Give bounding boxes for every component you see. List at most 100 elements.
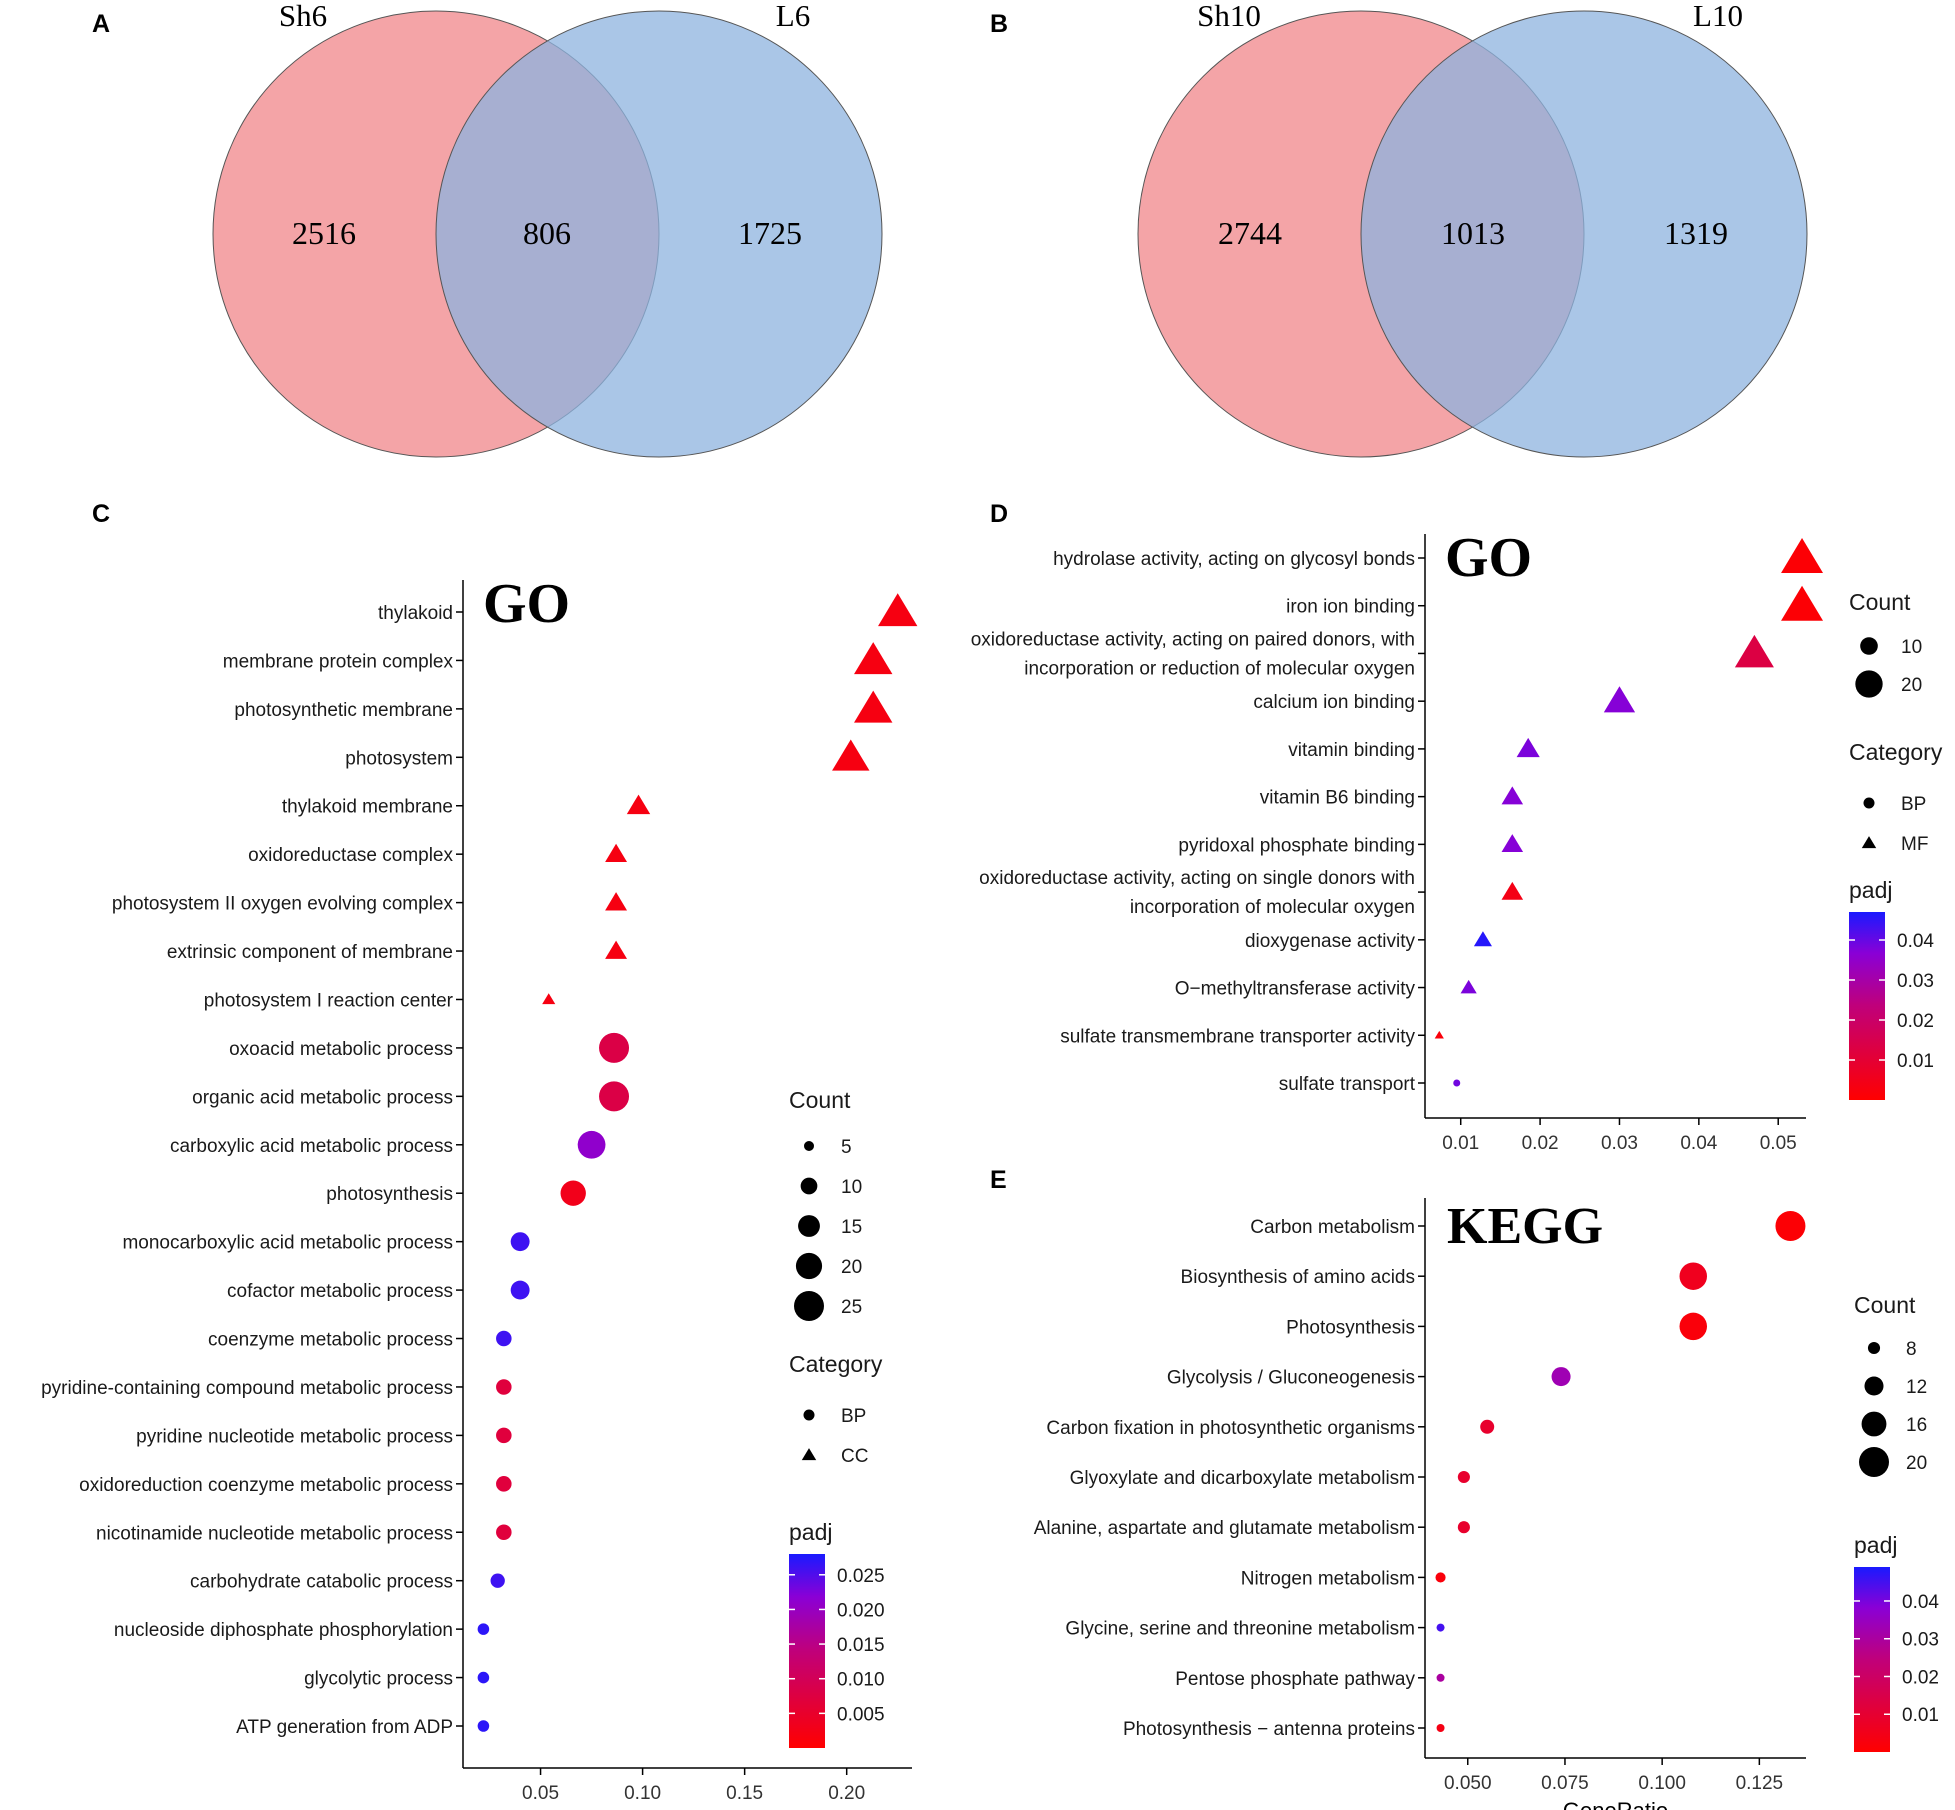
- term-label: photosynthesis: [326, 1184, 453, 1205]
- legend-count-label: 10: [1901, 637, 1922, 658]
- dotplot-c: GO 0.05 0.10 0.15 0.20 GeneRatio thylakoid memb…: [41, 573, 918, 1810]
- term-label: thylakoid: [378, 603, 453, 624]
- plot-title: GO: [483, 573, 570, 635]
- term-label: nucleoside diphosphate phosphorylation: [114, 1620, 453, 1641]
- venn-b-left-count: 2744: [1218, 215, 1282, 251]
- legend-category-label: BP: [1901, 794, 1926, 815]
- venn-a-right-circle: [435, 10, 883, 458]
- data-point: [854, 690, 893, 723]
- legend-category-symbol: [1863, 797, 1875, 809]
- padj-tick-label: 0.01: [1902, 1705, 1939, 1726]
- term-label: Photosynthesis: [1286, 1317, 1415, 1338]
- data-point: [1434, 1030, 1444, 1039]
- padj-tick-label: 0.020: [837, 1600, 885, 1621]
- data-point: [496, 1379, 512, 1395]
- data-point: [1775, 1211, 1806, 1241]
- padj-tick-label: 0.04: [1897, 931, 1934, 952]
- padj-tick-label: 0.03: [1897, 971, 1934, 992]
- data-point: [1457, 1470, 1470, 1484]
- data-point: [1501, 786, 1524, 805]
- legend-count-symbol: [800, 1177, 818, 1195]
- data-point: [1480, 1419, 1495, 1434]
- data-point: [477, 1623, 490, 1635]
- term-label: carboxylic acid metabolic process: [170, 1136, 453, 1157]
- venn-a-right-count: 1725: [738, 215, 802, 251]
- x-tick-label: 0.125: [1736, 1773, 1784, 1794]
- legend-count-label: 12: [1906, 1377, 1927, 1398]
- padj-colorbar: [1849, 912, 1885, 1100]
- venn-a-right-label: L6: [776, 0, 810, 33]
- term-label: organic acid metabolic process: [192, 1087, 453, 1108]
- venn-b-right-count: 1319: [1664, 215, 1728, 251]
- data-point: [1435, 1572, 1446, 1583]
- term-label: thylakoid membrane: [282, 797, 453, 818]
- plot-title: KEGG: [1447, 1198, 1603, 1255]
- legend-count-symbol: [1855, 670, 1883, 698]
- data-point: [1453, 1079, 1461, 1087]
- data-point: [510, 1232, 530, 1252]
- term-label: glycolytic process: [304, 1669, 453, 1690]
- term-label: membrane protein complex: [223, 651, 454, 672]
- legend-count-title: Count: [789, 1087, 851, 1113]
- data-point: [605, 892, 628, 911]
- data-point: [1516, 737, 1540, 758]
- data-point: [1679, 1262, 1708, 1290]
- venn-a-left-count: 2516: [292, 215, 356, 251]
- term-label: extrinsic component of membrane: [167, 942, 453, 963]
- venn-b-right-label: L10: [1693, 0, 1743, 33]
- data-point: [496, 1330, 512, 1347]
- panel-label-b: B: [990, 10, 1008, 38]
- data-point: [1436, 1673, 1445, 1682]
- data-point: [1436, 1724, 1445, 1732]
- term-label: oxidoreduction coenzyme metabolic proces…: [79, 1475, 453, 1496]
- term-label: Photosynthesis − antenna proteins: [1123, 1719, 1415, 1740]
- data-point: [878, 593, 918, 627]
- legend-count-symbol: [794, 1291, 824, 1321]
- venn-b-intersection-count: 1013: [1441, 215, 1505, 251]
- data-point: [1679, 1312, 1708, 1341]
- term-label: calcium ion binding: [1253, 692, 1415, 713]
- legend-count-label: 20: [1906, 1453, 1927, 1474]
- data-point: [577, 1130, 606, 1159]
- legend-category-label: MF: [1901, 834, 1928, 855]
- venn-a-left-label: Sh6: [279, 0, 327, 33]
- data-point: [854, 642, 893, 675]
- data-point: [605, 843, 628, 863]
- padj-tick-label: 0.02: [1897, 1011, 1934, 1032]
- x-tick-label: 0.02: [1522, 1133, 1559, 1154]
- x-tick-label: 0.15: [726, 1783, 763, 1804]
- plot-title: GO: [1445, 527, 1532, 589]
- term-label: coenzyme metabolic process: [208, 1330, 453, 1351]
- x-tick-label: 0.050: [1444, 1773, 1492, 1794]
- padj-colorbar: [1854, 1567, 1890, 1752]
- x-tick-label: 0.05: [522, 1783, 559, 1804]
- legend-count-label: 8: [1906, 1339, 1917, 1360]
- legend-padj-title: padj: [1854, 1532, 1897, 1558]
- data-point: [510, 1280, 530, 1300]
- data-point: [1603, 686, 1636, 713]
- venn-a: Sh6 L6 2516 806 1725: [212, 0, 883, 458]
- data-point: [1501, 881, 1524, 900]
- legend-count-symbol: [1864, 1376, 1884, 1396]
- legend-count-label: 10: [841, 1177, 862, 1198]
- data-point: [490, 1573, 505, 1588]
- term-label: oxidoreductase activity, acting on singl…: [979, 868, 1415, 918]
- term-label: vitamin B6 binding: [1260, 788, 1415, 809]
- term-label: oxoacid metabolic process: [229, 1039, 453, 1060]
- term-label: sulfate transport: [1279, 1074, 1416, 1095]
- term-label: iron ion binding: [1286, 597, 1415, 618]
- data-point: [605, 940, 628, 959]
- legend-count-symbol: [1860, 637, 1878, 655]
- x-axis-label: GeneRatio: [1563, 1798, 1668, 1810]
- term-label: photosystem I reaction center: [204, 990, 454, 1011]
- data-point: [1551, 1367, 1571, 1387]
- legend-category-symbol: [1861, 836, 1877, 849]
- data-point: [477, 1671, 490, 1684]
- x-tick-label: 0.04: [1680, 1133, 1717, 1154]
- legend-count-symbol: [1867, 1341, 1881, 1355]
- data-point: [477, 1720, 490, 1732]
- venn-b-right-circle: [1360, 10, 1808, 458]
- padj-tick-label: 0.005: [837, 1704, 885, 1725]
- legend-count-symbol: [795, 1252, 823, 1280]
